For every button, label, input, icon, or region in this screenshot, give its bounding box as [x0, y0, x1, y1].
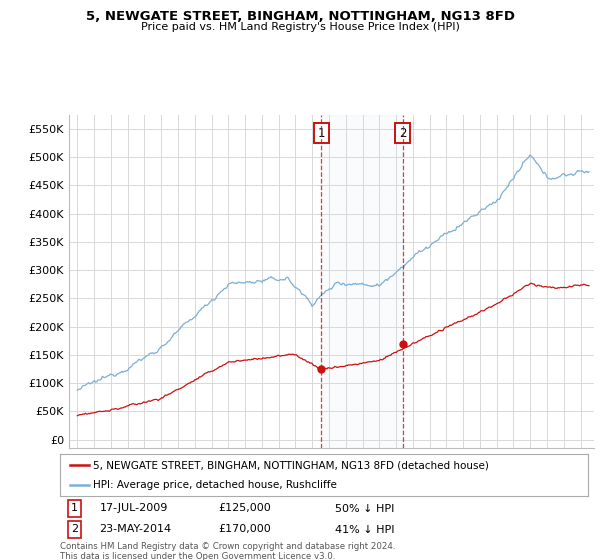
Text: 5, NEWGATE STREET, BINGHAM, NOTTINGHAM, NG13 8FD: 5, NEWGATE STREET, BINGHAM, NOTTINGHAM, … [86, 10, 515, 23]
Text: HPI: Average price, detached house, Rushcliffe: HPI: Average price, detached house, Rush… [93, 480, 337, 490]
Text: 1: 1 [71, 503, 78, 514]
Text: Price paid vs. HM Land Registry's House Price Index (HPI): Price paid vs. HM Land Registry's House … [140, 22, 460, 32]
Text: £125,000: £125,000 [218, 503, 271, 514]
Text: 5, NEWGATE STREET, BINGHAM, NOTTINGHAM, NG13 8FD (detached house): 5, NEWGATE STREET, BINGHAM, NOTTINGHAM, … [93, 460, 488, 470]
Text: 50% ↓ HPI: 50% ↓ HPI [335, 503, 394, 514]
Text: 2: 2 [399, 127, 406, 139]
Text: 2: 2 [71, 525, 79, 534]
Text: 41% ↓ HPI: 41% ↓ HPI [335, 525, 394, 534]
Text: Contains HM Land Registry data © Crown copyright and database right 2024.
This d: Contains HM Land Registry data © Crown c… [60, 542, 395, 560]
Text: 23-MAY-2014: 23-MAY-2014 [100, 525, 172, 534]
Text: 1: 1 [317, 127, 325, 139]
Text: 17-JUL-2009: 17-JUL-2009 [100, 503, 168, 514]
Bar [321, 115, 403, 448]
Text: £170,000: £170,000 [218, 525, 271, 534]
